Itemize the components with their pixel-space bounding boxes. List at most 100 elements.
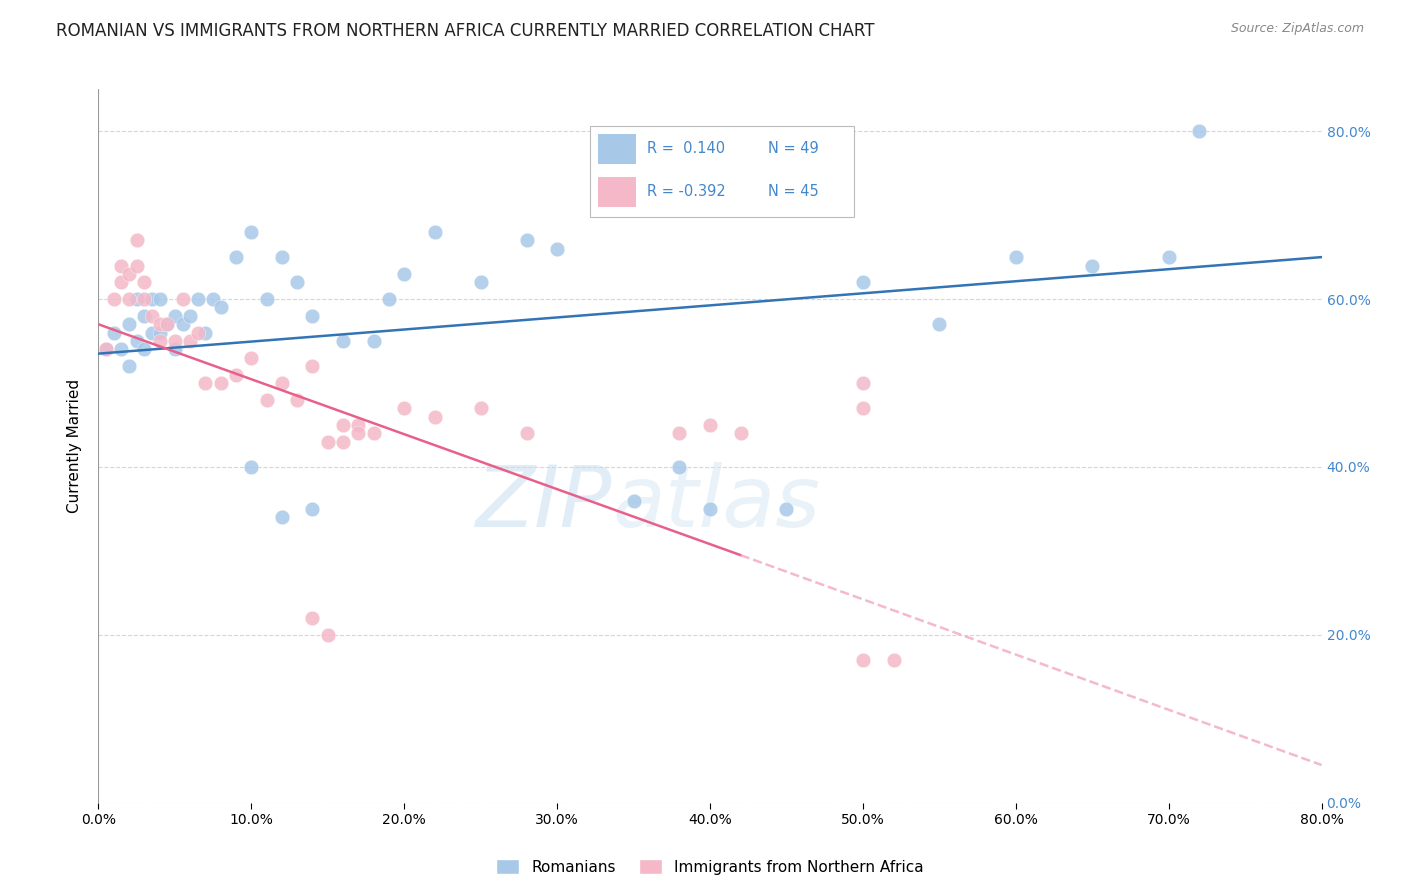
Point: [668, 460, 690, 475]
Point: [852, 401, 875, 416]
Point: [347, 417, 370, 432]
Point: [1188, 124, 1211, 138]
Point: [118, 267, 141, 281]
Point: [699, 502, 721, 516]
Point: [156, 318, 179, 332]
Point: [363, 334, 385, 348]
Point: [301, 611, 323, 625]
Point: [110, 275, 132, 289]
Point: [187, 292, 209, 306]
Point: [179, 309, 201, 323]
Point: [332, 417, 354, 432]
Point: [141, 326, 163, 340]
Point: [125, 292, 148, 306]
Text: atlas: atlas: [612, 461, 820, 545]
Point: [256, 292, 278, 306]
Text: N = 49: N = 49: [768, 142, 818, 156]
Point: [270, 376, 292, 390]
Point: [240, 225, 263, 239]
Point: [347, 426, 370, 441]
Point: [470, 401, 492, 416]
Point: [125, 334, 148, 348]
Point: [118, 292, 141, 306]
Point: [378, 292, 401, 306]
Point: [301, 359, 323, 374]
Point: [103, 326, 125, 340]
Point: [392, 267, 416, 281]
Point: [928, 318, 950, 332]
Point: [194, 376, 217, 390]
Point: [240, 351, 263, 365]
Point: [316, 434, 339, 449]
Point: [270, 250, 292, 264]
Point: [699, 417, 721, 432]
Point: [187, 326, 209, 340]
Point: [852, 653, 875, 667]
Point: [125, 259, 148, 273]
Point: [470, 275, 492, 289]
Point: [134, 275, 156, 289]
Point: [852, 275, 875, 289]
Point: [423, 225, 446, 239]
Point: [285, 275, 308, 289]
Point: [1004, 250, 1026, 264]
Point: [179, 334, 201, 348]
Point: [94, 343, 117, 357]
Point: [301, 502, 323, 516]
Point: [149, 318, 172, 332]
Point: [110, 343, 132, 357]
Point: [332, 434, 354, 449]
Point: [332, 334, 354, 348]
Point: [240, 460, 263, 475]
Point: [623, 493, 645, 508]
Point: [163, 343, 186, 357]
Point: [110, 259, 132, 273]
FancyBboxPatch shape: [599, 177, 636, 207]
Point: [730, 426, 752, 441]
Y-axis label: Currently Married: Currently Married: [67, 379, 83, 513]
Point: [209, 376, 232, 390]
Point: [668, 426, 690, 441]
Point: [134, 292, 156, 306]
Point: [172, 292, 194, 306]
Point: [1081, 259, 1104, 273]
Point: [149, 326, 172, 340]
Point: [149, 292, 172, 306]
Point: [225, 368, 247, 382]
Point: [118, 359, 141, 374]
Point: [363, 426, 385, 441]
Legend: Romanians, Immigrants from Northern Africa: Romanians, Immigrants from Northern Afri…: [491, 853, 929, 880]
Point: [194, 326, 217, 340]
Point: [163, 309, 186, 323]
Point: [775, 502, 797, 516]
Point: [134, 343, 156, 357]
Text: N = 45: N = 45: [768, 184, 818, 199]
Point: [134, 309, 156, 323]
Point: [141, 292, 163, 306]
Point: [256, 392, 278, 407]
Text: R =  0.140: R = 0.140: [647, 142, 725, 156]
Point: [270, 510, 292, 524]
Point: [125, 233, 148, 247]
Point: [852, 376, 875, 390]
Text: R = -0.392: R = -0.392: [647, 184, 725, 199]
Point: [516, 233, 538, 247]
FancyBboxPatch shape: [599, 134, 636, 164]
Point: [94, 343, 117, 357]
Point: [118, 318, 141, 332]
Point: [392, 401, 416, 416]
Point: [141, 309, 163, 323]
Point: [301, 309, 323, 323]
Point: [202, 292, 225, 306]
Text: ZIP: ZIP: [475, 461, 612, 545]
Point: [423, 409, 446, 424]
Point: [546, 242, 568, 256]
Point: [172, 318, 194, 332]
Point: [883, 653, 905, 667]
Point: [103, 292, 125, 306]
Point: [516, 426, 538, 441]
Point: [209, 301, 232, 315]
Point: [149, 334, 172, 348]
FancyBboxPatch shape: [591, 126, 853, 217]
Text: ROMANIAN VS IMMIGRANTS FROM NORTHERN AFRICA CURRENTLY MARRIED CORRELATION CHART: ROMANIAN VS IMMIGRANTS FROM NORTHERN AFR…: [56, 22, 875, 40]
